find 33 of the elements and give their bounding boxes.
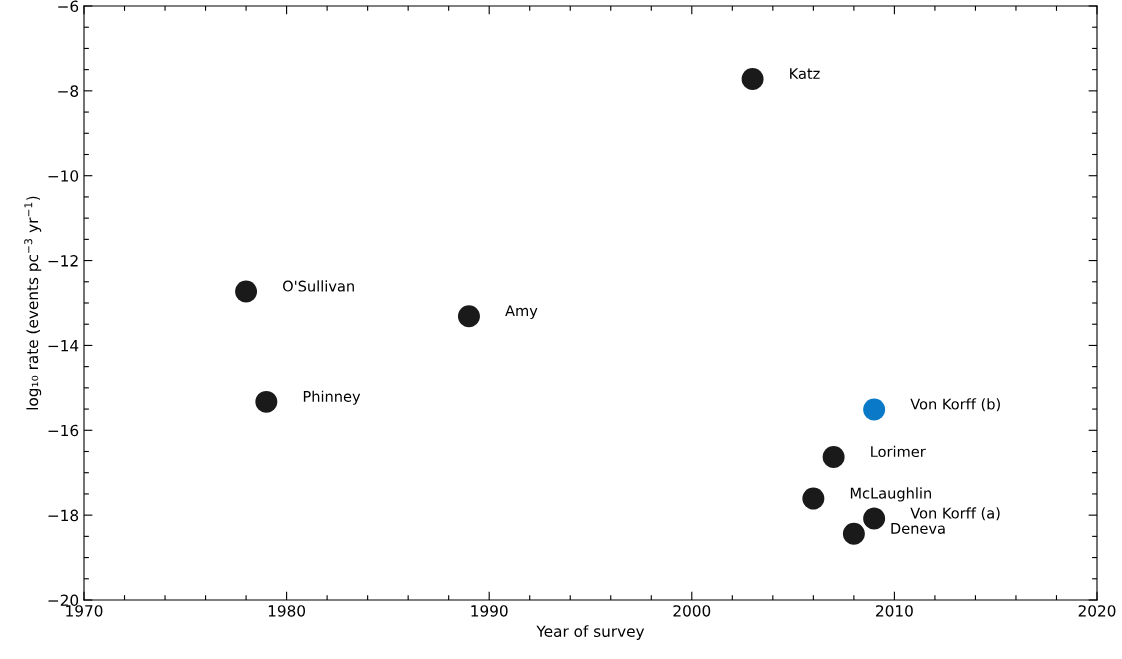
y-tick-label: −16 <box>48 424 79 437</box>
x-tick-label: 2010 <box>876 605 913 617</box>
x-tick-label: 1990 <box>471 605 508 617</box>
point <box>802 487 825 510</box>
point <box>457 305 480 328</box>
series-label: Amy <box>505 305 538 320</box>
series-label: O'Sullivan <box>283 280 354 292</box>
y-tick-label: −12 <box>48 255 78 267</box>
y-axis-title: log₁₀ rate (events pc$^{−3}$ yr$^{−1}$) <box>24 196 42 410</box>
x-tick-label: 2000 <box>673 605 711 617</box>
x-axis-title: Year of survey <box>536 625 645 640</box>
point <box>255 390 278 413</box>
series-label: Phinney <box>303 390 361 405</box>
x-tick-label: 2020 <box>1078 605 1116 617</box>
point <box>863 398 886 421</box>
point <box>741 68 764 90</box>
y-tick-label: −8 <box>58 85 79 97</box>
series-label: Von Korff (b) <box>910 398 1000 412</box>
point <box>863 507 886 530</box>
series-label: Deneva <box>891 523 945 534</box>
point <box>842 522 865 545</box>
series-label: Von Korff (a) <box>910 507 1000 521</box>
point <box>822 446 845 468</box>
y-tick-label: −10 <box>48 170 79 182</box>
x-tick-label: 1980 <box>268 605 306 617</box>
x-tick-label: 1970 <box>66 605 103 617</box>
series-label: Katz <box>790 68 820 80</box>
series-label: McLaughlin <box>850 487 931 502</box>
y-tick-label: −6 <box>58 0 79 13</box>
y-tick-label: −14 <box>48 340 79 352</box>
series-label: Lorimer <box>871 445 926 458</box>
point <box>235 280 258 303</box>
y-tick-label: −18 <box>48 509 79 522</box>
